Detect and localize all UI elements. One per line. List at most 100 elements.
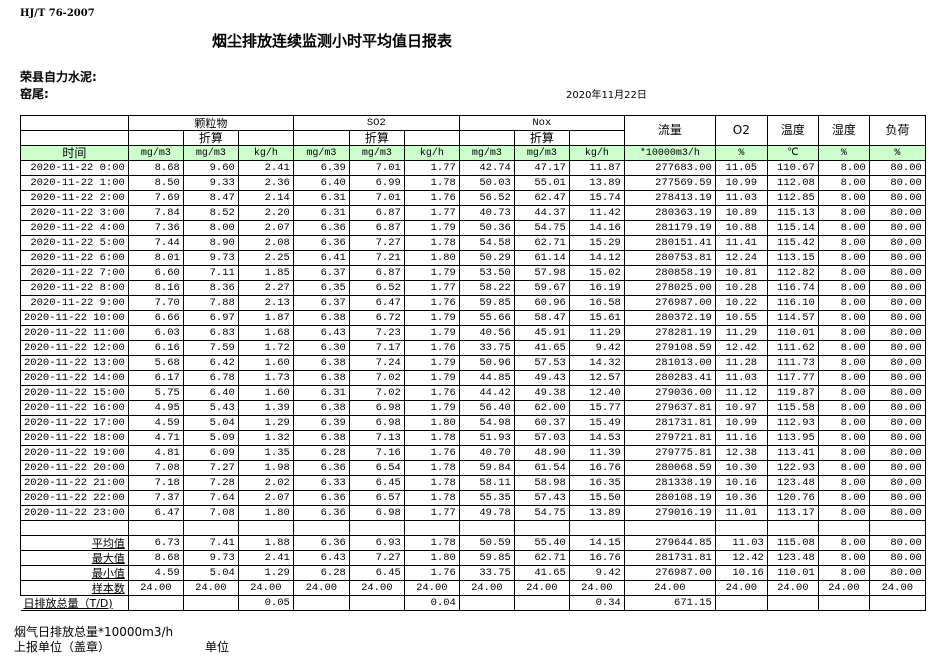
value-cell: 6.42 [182, 355, 239, 371]
value-cell: 11.39 [568, 445, 625, 461]
value-cell: 11.42 [568, 205, 625, 221]
value-cell: 4.81 [127, 445, 184, 461]
value-cell: 114.57 [766, 310, 819, 326]
value-cell: 8.00 [817, 535, 870, 551]
value-cell: 14.53 [568, 430, 625, 446]
value-cell: 6.87 [348, 205, 405, 221]
value-cell: 7.84 [127, 205, 184, 221]
value-cell: 123.48 [766, 475, 819, 491]
value-cell: 1.78 [403, 175, 460, 191]
time-cell: 2020-11-22 19:00 [20, 445, 129, 461]
value-cell: 8.47 [182, 190, 239, 206]
value-cell: 8.00 [817, 370, 870, 386]
value-cell: 55.66 [458, 310, 515, 326]
value-cell: 115.14 [766, 220, 819, 236]
value-cell [766, 520, 819, 536]
value-cell: 16.19 [568, 280, 625, 296]
unit-header: % [817, 145, 870, 161]
value-cell [513, 595, 570, 611]
value-cell: 119.87 [766, 385, 819, 401]
value-cell: 8.00 [817, 415, 870, 431]
value-cell: 61.14 [513, 250, 570, 266]
value-cell: 11.28 [714, 355, 768, 371]
value-cell: 6.31 [292, 385, 350, 401]
value-cell: 8.00 [817, 460, 870, 476]
value-cell: 1.76 [403, 445, 460, 461]
value-cell: 8.00 [817, 325, 870, 341]
unit-header: kg/h [568, 145, 625, 161]
table-row: 2020-11-22 13:00 5.68 6.42 1.60 6.38 7.24 1.79… [20, 355, 926, 371]
value-cell: 80.00 [868, 535, 926, 551]
value-cell: 7.27 [182, 460, 239, 476]
value-cell: 49.43 [513, 370, 570, 386]
time-cell: 2020-11-22 3:00 [20, 205, 129, 221]
value-cell: 8.00 [817, 355, 870, 371]
time-cell: 2020-11-22 21:00 [20, 475, 129, 491]
value-cell: 7.69 [127, 190, 184, 206]
value-cell: 6.72 [348, 310, 405, 326]
value-cell [127, 520, 184, 536]
value-cell: 5.04 [182, 565, 239, 581]
table-row: 2020-11-22 16:00 4.95 5.43 1.39 6.38 6.98 1.79… [20, 400, 926, 416]
value-cell: 276987.00 [623, 565, 716, 581]
value-cell: 55.35 [458, 490, 515, 506]
value-cell: 8.00 [817, 430, 870, 446]
table-row: 2020-11-22 3:00 7.84 8.52 2.20 6.31 6.87 1.77 4… [20, 205, 926, 221]
value-cell: 7.36 [127, 220, 184, 236]
value-cell: 12.57 [568, 370, 625, 386]
value-cell: 24.00 [458, 580, 515, 596]
row-label: 样本数 [20, 580, 129, 596]
unit-header: mg/m3 [458, 145, 515, 161]
row-label: 日排放总量（T/D) [20, 595, 129, 611]
value-cell: 112.82 [766, 265, 819, 281]
value-cell: 11.05 [714, 160, 768, 176]
table-row: 2020-11-22 21:00 7.18 7.28 2.02 6.33 6.45 1.78… [20, 475, 926, 491]
value-cell: 57.53 [513, 355, 570, 371]
time-cell: 2020-11-22 12:00 [20, 340, 129, 356]
value-cell: 7.01 [348, 160, 405, 176]
value-cell: 8.68 [127, 550, 184, 566]
table-row: 2020-11-22 4:00 7.36 8.00 2.07 6.36 6.87 1.79 5… [20, 220, 926, 236]
value-cell: 10.81 [714, 265, 768, 281]
value-cell: 57.43 [513, 490, 570, 506]
value-cell: 0.34 [568, 595, 625, 611]
value-cell: 24.00 [623, 580, 716, 596]
value-cell: 7.24 [348, 355, 405, 371]
table-row: 2020-11-22 0:00 8.68 9.60 2.41 6.39 7.01 1.77 4… [20, 160, 926, 176]
value-cell: 11.29 [714, 325, 768, 341]
value-cell: 2.07 [237, 490, 294, 506]
value-cell: 7.08 [182, 505, 239, 521]
value-cell: 6.87 [348, 220, 405, 236]
value-cell: 2.13 [237, 295, 294, 311]
value-cell: 7.88 [182, 295, 239, 311]
value-cell: 116.10 [766, 295, 819, 311]
value-cell [348, 595, 405, 611]
value-cell: 8.00 [817, 295, 870, 311]
value-cell: 10.88 [714, 220, 768, 236]
time-cell: 2020-11-22 11:00 [20, 325, 129, 341]
value-cell: 1.79 [403, 370, 460, 386]
value-cell: 7.44 [127, 235, 184, 251]
value-cell: 8.00 [817, 310, 870, 326]
value-cell: 6.31 [292, 190, 350, 206]
value-cell: 8.50 [127, 175, 184, 191]
value-cell: 16.76 [568, 460, 625, 476]
table-row: 2020-11-22 22:00 7.37 7.64 2.07 6.36 6.57 1.78… [20, 490, 926, 506]
value-cell: 10.55 [714, 310, 768, 326]
value-cell: 5.09 [182, 430, 239, 446]
value-cell: 5.68 [127, 355, 184, 371]
value-cell: 1.76 [403, 565, 460, 581]
value-cell: 6.36 [292, 235, 350, 251]
value-cell: 113.17 [766, 505, 819, 521]
value-cell: 80.00 [868, 325, 926, 341]
value-cell: 15.77 [568, 400, 625, 416]
value-cell: 6.35 [292, 280, 350, 296]
value-cell: 277569.59 [623, 175, 716, 191]
value-cell: 62.47 [513, 190, 570, 206]
value-cell: 11.16 [714, 430, 768, 446]
value-cell: 110.67 [766, 160, 819, 176]
value-cell: 54.58 [458, 235, 515, 251]
value-cell: 1.79 [403, 310, 460, 326]
value-cell: 12.24 [714, 250, 768, 266]
value-cell: 115.08 [766, 535, 819, 551]
